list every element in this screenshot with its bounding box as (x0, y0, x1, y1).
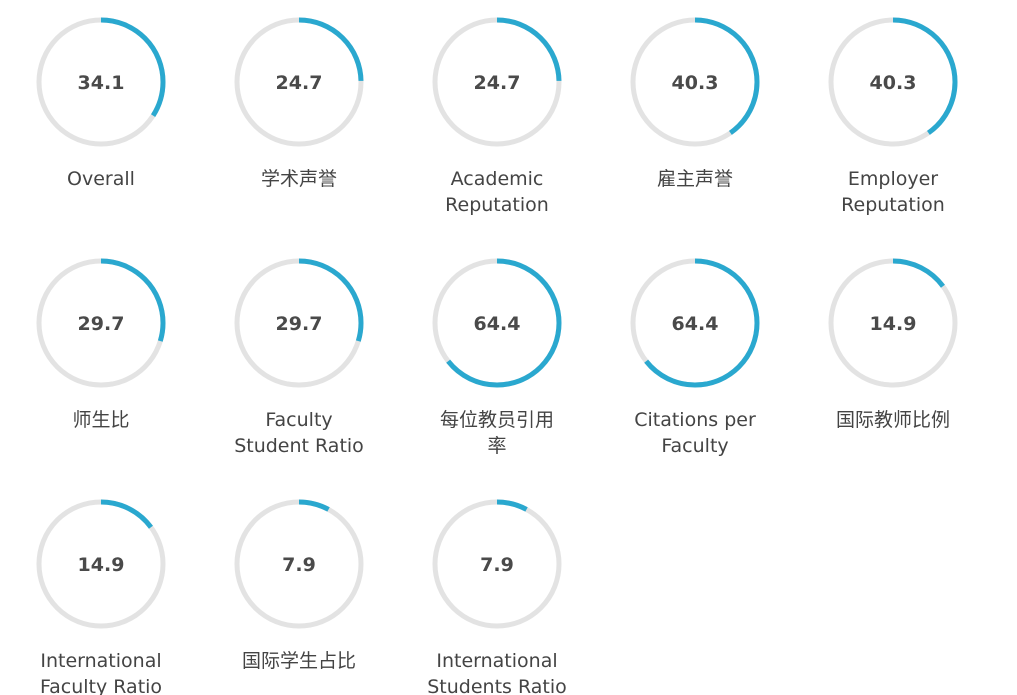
gauge-ring: 24.7 (234, 17, 364, 147)
gauge-ring: 7.9 (234, 499, 364, 629)
gauge-ring: 29.7 (36, 258, 166, 388)
gauge-label: 每位教员引用率 (439, 409, 554, 457)
gauge-label: 国际学生占比 (241, 650, 356, 672)
gauge-item: 34.1 Overall (21, 0, 181, 230)
gauge-item: 40.3 Employer Reputation (813, 0, 973, 230)
gauge-item: 7.9 国际学生占比 (219, 482, 379, 695)
gauge-arc (432, 499, 562, 629)
gauge-ring: 14.9 (36, 499, 166, 629)
gauge-label: 师生比 (72, 409, 130, 431)
gauge-value: 14.9 (78, 554, 125, 576)
gauge-label: Academic Reputation (445, 168, 549, 216)
gauge-value: 34.1 (78, 72, 125, 94)
gauge-arc (234, 499, 364, 629)
gauge-ring: 34.1 (36, 17, 166, 147)
gauge-value: 14.9 (870, 313, 917, 335)
gauge-arc (630, 258, 760, 388)
gauge-item: 40.3 雇主声誉 (615, 0, 775, 230)
gauge-ring: 24.7 (432, 17, 562, 147)
gauge-ring: 40.3 (828, 17, 958, 147)
gauge-arc (36, 258, 166, 388)
gauge-value: 24.7 (474, 72, 521, 94)
gauge-arc (36, 499, 166, 629)
gauge-value: 40.3 (870, 72, 917, 94)
gauge-arc (234, 17, 364, 147)
gauge-arc (828, 258, 958, 388)
gauge-item: 24.7 Academic Reputation (417, 0, 577, 230)
gauge-arc (432, 17, 562, 147)
gauge-value: 29.7 (276, 313, 323, 335)
gauge-label: 学术声誉 (260, 168, 337, 190)
gauge-label: Employer Reputation (841, 168, 945, 216)
gauge-label: International Students Ratio (427, 650, 567, 695)
gauge-label: Overall (67, 168, 135, 190)
gauge-item: 29.7 Faculty Student Ratio (219, 241, 379, 471)
gauge-ring: 64.4 (630, 258, 760, 388)
gauge-ring: 14.9 (828, 258, 958, 388)
gauge-label: 雇主声誉 (656, 168, 733, 190)
gauge-item: 7.9 International Students Ratio (417, 482, 577, 695)
gauge-ring: 64.4 (432, 258, 562, 388)
gauge-label: International Faculty Ratio (39, 650, 163, 695)
gauge-value: 29.7 (78, 313, 125, 335)
gauge-label: Citations per Faculty (634, 409, 756, 457)
gauge-item: 64.4 Citations per Faculty (615, 241, 775, 471)
gauge-value: 7.9 (480, 554, 514, 576)
gauge-value: 64.4 (474, 313, 521, 335)
gauge-item: 24.7 学术声誉 (219, 0, 379, 230)
gauge-value: 64.4 (672, 313, 719, 335)
gauge-arc (36, 17, 166, 147)
gauge-item: 14.9 国际教师比例 (813, 241, 973, 471)
gauge-item: 14.9 International Faculty Ratio (21, 482, 181, 695)
gauge-item: 29.7 师生比 (21, 241, 181, 471)
gauge-arc (828, 17, 958, 147)
gauge-ring: 40.3 (630, 17, 760, 147)
gauge-arc (630, 17, 760, 147)
gauge-ring: 29.7 (234, 258, 364, 388)
gauge-label: 国际教师比例 (835, 409, 950, 431)
gauge-label: Faculty Student Ratio (234, 409, 364, 457)
gauge-value: 24.7 (276, 72, 323, 94)
gauge-ring: 7.9 (432, 499, 562, 629)
gauge-arc (432, 258, 562, 388)
gauge-arc (234, 258, 364, 388)
gauge-value: 40.3 (672, 72, 719, 94)
gauge-value: 7.9 (282, 554, 316, 576)
gauge-item: 64.4 每位教员引用率 (417, 241, 577, 471)
